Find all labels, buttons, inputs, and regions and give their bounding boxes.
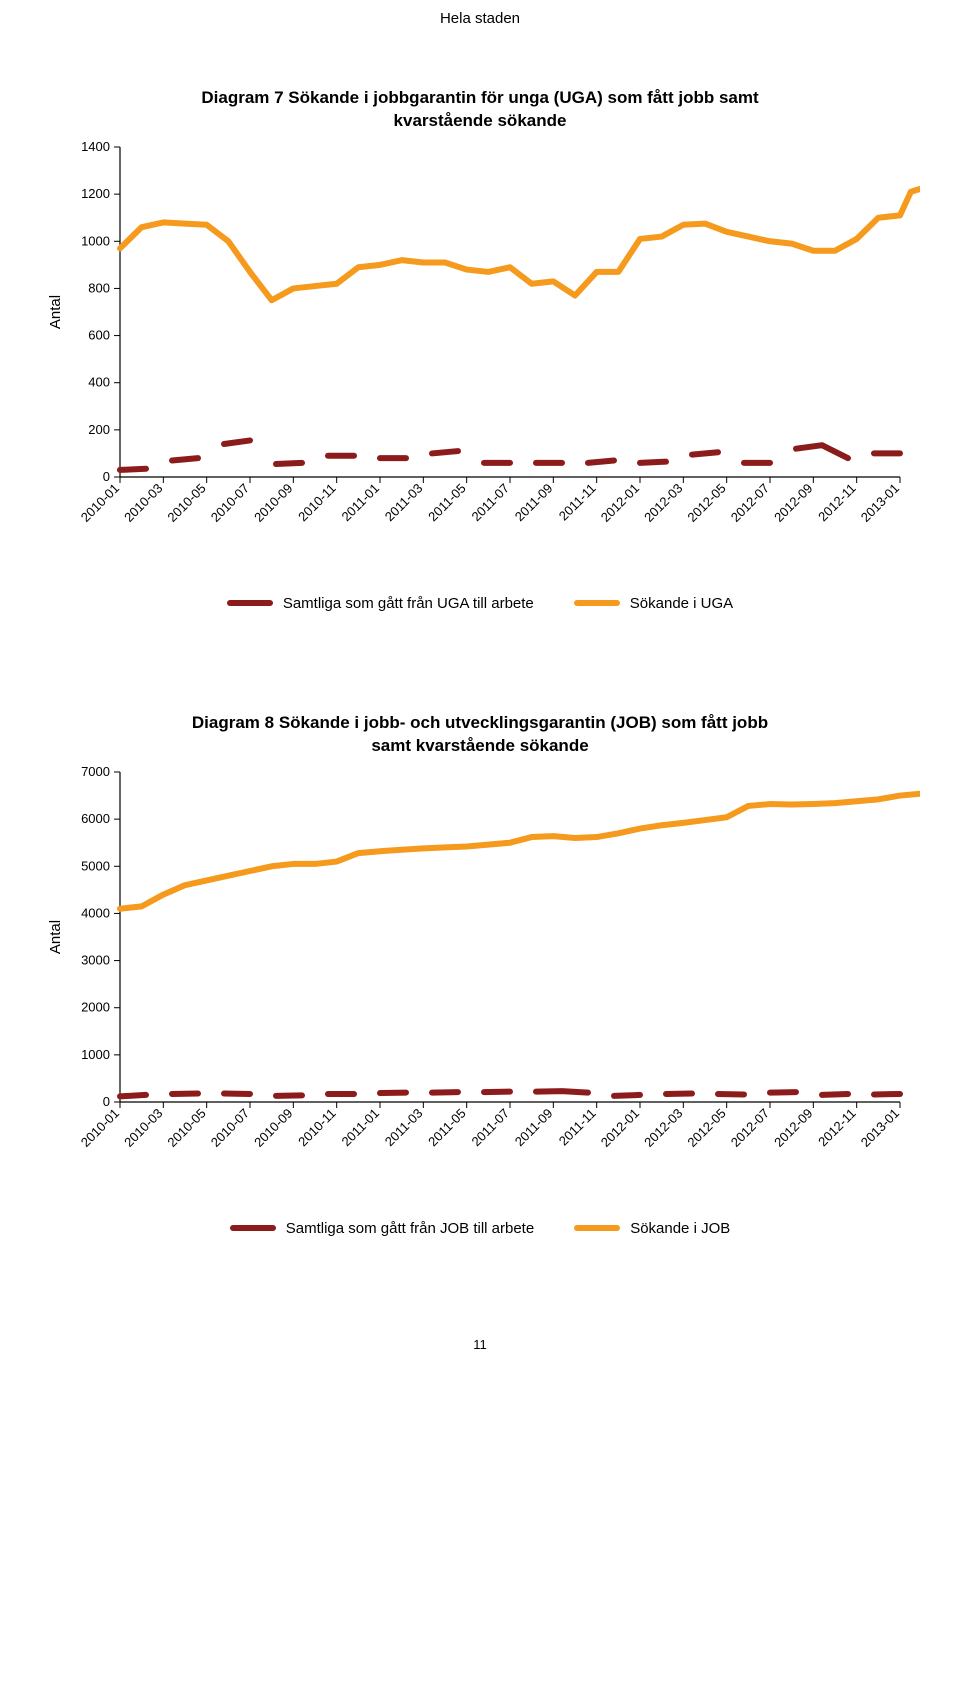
svg-text:2011-07: 2011-07	[468, 1105, 512, 1149]
svg-text:2010-11: 2010-11	[295, 480, 339, 524]
svg-text:2012-05: 2012-05	[684, 480, 728, 524]
chart1-title-line2: kvarstående sökande	[394, 111, 567, 130]
chart1-legend-item-b: Sökande i UGA	[574, 595, 733, 612]
svg-text:2013-01: 2013-01	[858, 1105, 902, 1149]
chart1-legend: Samtliga som gått från UGA till arbete S…	[40, 595, 920, 612]
chart2-legend-item-a: Samtliga som gått från JOB till arbete	[230, 1220, 534, 1237]
svg-text:2010-09: 2010-09	[251, 480, 295, 524]
svg-text:2010-05: 2010-05	[164, 1105, 208, 1149]
svg-text:7000: 7000	[81, 764, 110, 779]
chart1-svg: 02004006008001000120014002010-012010-032…	[40, 137, 920, 567]
svg-text:1400: 1400	[81, 139, 110, 154]
svg-text:2011-07: 2011-07	[468, 480, 512, 524]
svg-text:2010-07: 2010-07	[208, 1105, 252, 1149]
svg-text:2010-11: 2010-11	[295, 1105, 339, 1149]
svg-text:2010-01: 2010-01	[78, 1105, 122, 1149]
chart1-title-line1: Diagram 7 Sökande i jobbgarantin för ung…	[201, 88, 758, 107]
legend-swatch-b-icon	[574, 1225, 620, 1231]
chart2-title: Diagram 8 Sökande i jobb- och utveckling…	[40, 712, 920, 758]
svg-text:2011-01: 2011-01	[338, 1105, 382, 1149]
chart1-legend-b-label: Sökande i UGA	[630, 595, 733, 612]
svg-text:Antal: Antal	[47, 920, 64, 954]
legend-swatch-a-icon	[230, 1225, 276, 1231]
svg-text:2011-11: 2011-11	[556, 1105, 599, 1148]
svg-text:Antal: Antal	[47, 295, 64, 329]
svg-text:2000: 2000	[81, 999, 110, 1014]
chart2-legend: Samtliga som gått från JOB till arbete S…	[40, 1220, 920, 1237]
chart1-title: Diagram 7 Sökande i jobbgarantin för ung…	[40, 87, 920, 133]
svg-text:1200: 1200	[81, 186, 110, 201]
super-title: Hela staden	[40, 10, 920, 27]
svg-text:2010-01: 2010-01	[78, 480, 122, 524]
svg-text:1000: 1000	[81, 233, 110, 248]
svg-text:2012-09: 2012-09	[771, 1105, 815, 1149]
svg-text:2012-07: 2012-07	[728, 1105, 772, 1149]
svg-text:2011-11: 2011-11	[556, 480, 599, 523]
svg-text:2012-01: 2012-01	[598, 1105, 642, 1149]
page-number: 11	[40, 1337, 920, 1352]
chart1-legend-item-a: Samtliga som gått från UGA till arbete	[227, 595, 534, 612]
svg-text:2012-09: 2012-09	[771, 480, 815, 524]
page: Hela staden Diagram 7 Sökande i jobbgara…	[0, 0, 960, 1392]
svg-text:3000: 3000	[81, 952, 110, 967]
chart2-svg: 010002000300040005000600070002010-012010…	[40, 762, 920, 1192]
svg-text:2012-11: 2012-11	[815, 1105, 859, 1149]
svg-text:4000: 4000	[81, 905, 110, 920]
svg-text:2011-01: 2011-01	[338, 480, 382, 524]
svg-text:6000: 6000	[81, 811, 110, 826]
svg-text:2012-03: 2012-03	[641, 480, 685, 524]
svg-text:400: 400	[88, 375, 110, 390]
svg-text:200: 200	[88, 422, 110, 437]
chart2-legend-item-b: Sökande i JOB	[574, 1220, 730, 1237]
svg-text:2011-05: 2011-05	[425, 1105, 469, 1149]
svg-text:800: 800	[88, 280, 110, 295]
svg-text:2012-07: 2012-07	[728, 480, 772, 524]
chart2-title-line2: samt kvarstående sökande	[371, 736, 588, 755]
svg-text:2012-03: 2012-03	[641, 1105, 685, 1149]
svg-text:2010-03: 2010-03	[121, 1105, 165, 1149]
chart2-legend-a-label: Samtliga som gått från JOB till arbete	[286, 1220, 534, 1237]
svg-text:1000: 1000	[81, 1047, 110, 1062]
chart2-title-line1: Diagram 8 Sökande i jobb- och utveckling…	[192, 713, 768, 732]
legend-swatch-a-icon	[227, 600, 273, 606]
svg-text:2012-05: 2012-05	[684, 1105, 728, 1149]
legend-swatch-b-icon	[574, 600, 620, 606]
chart2-legend-b-label: Sökande i JOB	[630, 1220, 730, 1237]
svg-text:2010-05: 2010-05	[164, 480, 208, 524]
svg-text:2010-03: 2010-03	[121, 480, 165, 524]
chart2-block: Diagram 8 Sökande i jobb- och utveckling…	[40, 712, 920, 1237]
svg-text:5000: 5000	[81, 858, 110, 873]
svg-text:2011-03: 2011-03	[382, 480, 426, 524]
svg-text:2011-05: 2011-05	[425, 480, 469, 524]
svg-text:2012-11: 2012-11	[815, 480, 859, 524]
svg-text:2011-03: 2011-03	[382, 1105, 426, 1149]
svg-text:2010-09: 2010-09	[251, 1105, 295, 1149]
svg-text:2011-09: 2011-09	[512, 1105, 556, 1149]
svg-text:2011-09: 2011-09	[512, 480, 556, 524]
svg-text:2013-01: 2013-01	[858, 480, 902, 524]
svg-text:2010-07: 2010-07	[208, 480, 252, 524]
svg-text:2012-01: 2012-01	[598, 480, 642, 524]
chart1-block: Diagram 7 Sökande i jobbgarantin för ung…	[40, 87, 920, 612]
svg-text:600: 600	[88, 327, 110, 342]
chart1-legend-a-label: Samtliga som gått från UGA till arbete	[283, 595, 534, 612]
